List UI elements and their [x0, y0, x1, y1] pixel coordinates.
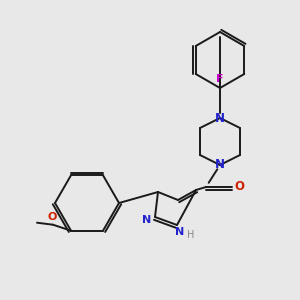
Text: F: F [216, 74, 224, 84]
Text: O: O [47, 212, 57, 222]
Text: N: N [215, 158, 225, 172]
Text: N: N [142, 215, 152, 225]
Text: N: N [176, 227, 184, 237]
Text: O: O [234, 181, 244, 194]
Text: H: H [187, 230, 195, 240]
Text: N: N [215, 112, 225, 124]
